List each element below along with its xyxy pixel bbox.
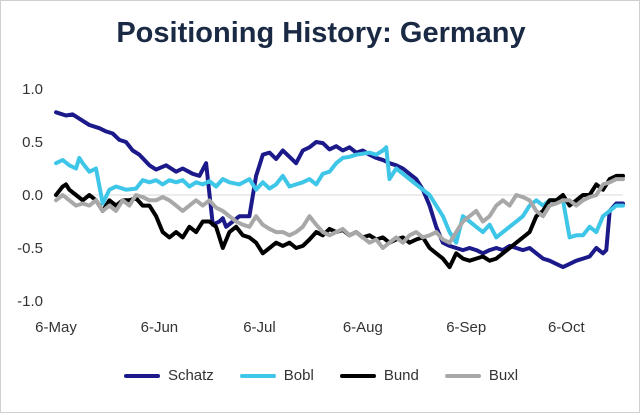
- legend-item-schatz: Schatz: [123, 367, 214, 384]
- y-tick-label: -1.0: [17, 293, 43, 310]
- legend: Schatz Bobl Bund Buxl: [1, 367, 641, 384]
- legend-swatch: [339, 373, 376, 378]
- y-tick-label: 0.0: [22, 187, 43, 204]
- legend-label: Buxl: [488, 367, 519, 384]
- legend-swatch: [123, 373, 160, 378]
- y-tick-label: 1.0: [22, 81, 43, 98]
- chart-title: Positioning History: Germany: [116, 17, 526, 49]
- legend-item-bobl: Bobl: [239, 367, 314, 384]
- x-tick-label: 6-Oct: [548, 319, 586, 336]
- y-tick-label: 0.5: [22, 134, 43, 151]
- x-tick-label: 6-May: [35, 319, 77, 336]
- x-tick-label: 6-Jun: [141, 319, 179, 336]
- legend-swatch: [444, 373, 481, 378]
- series-line-buxl: [54, 177, 625, 250]
- legend-swatch: [239, 373, 276, 378]
- legend-label: Schatz: [167, 367, 214, 384]
- legend-item-buxl: Buxl: [444, 367, 519, 384]
- series-line-schatz: [54, 110, 625, 270]
- legend-label: Bobl: [283, 367, 314, 384]
- x-tick-label: 6-Sep: [446, 319, 486, 336]
- y-tick-label: -0.5: [17, 240, 43, 257]
- x-tick-label: 6-Jul: [243, 319, 276, 336]
- legend-item-bund: Bund: [339, 367, 419, 384]
- legend-label: Bund: [383, 367, 419, 384]
- series-line-bobl: [54, 145, 625, 245]
- x-tick-label: 6-Aug: [343, 319, 383, 336]
